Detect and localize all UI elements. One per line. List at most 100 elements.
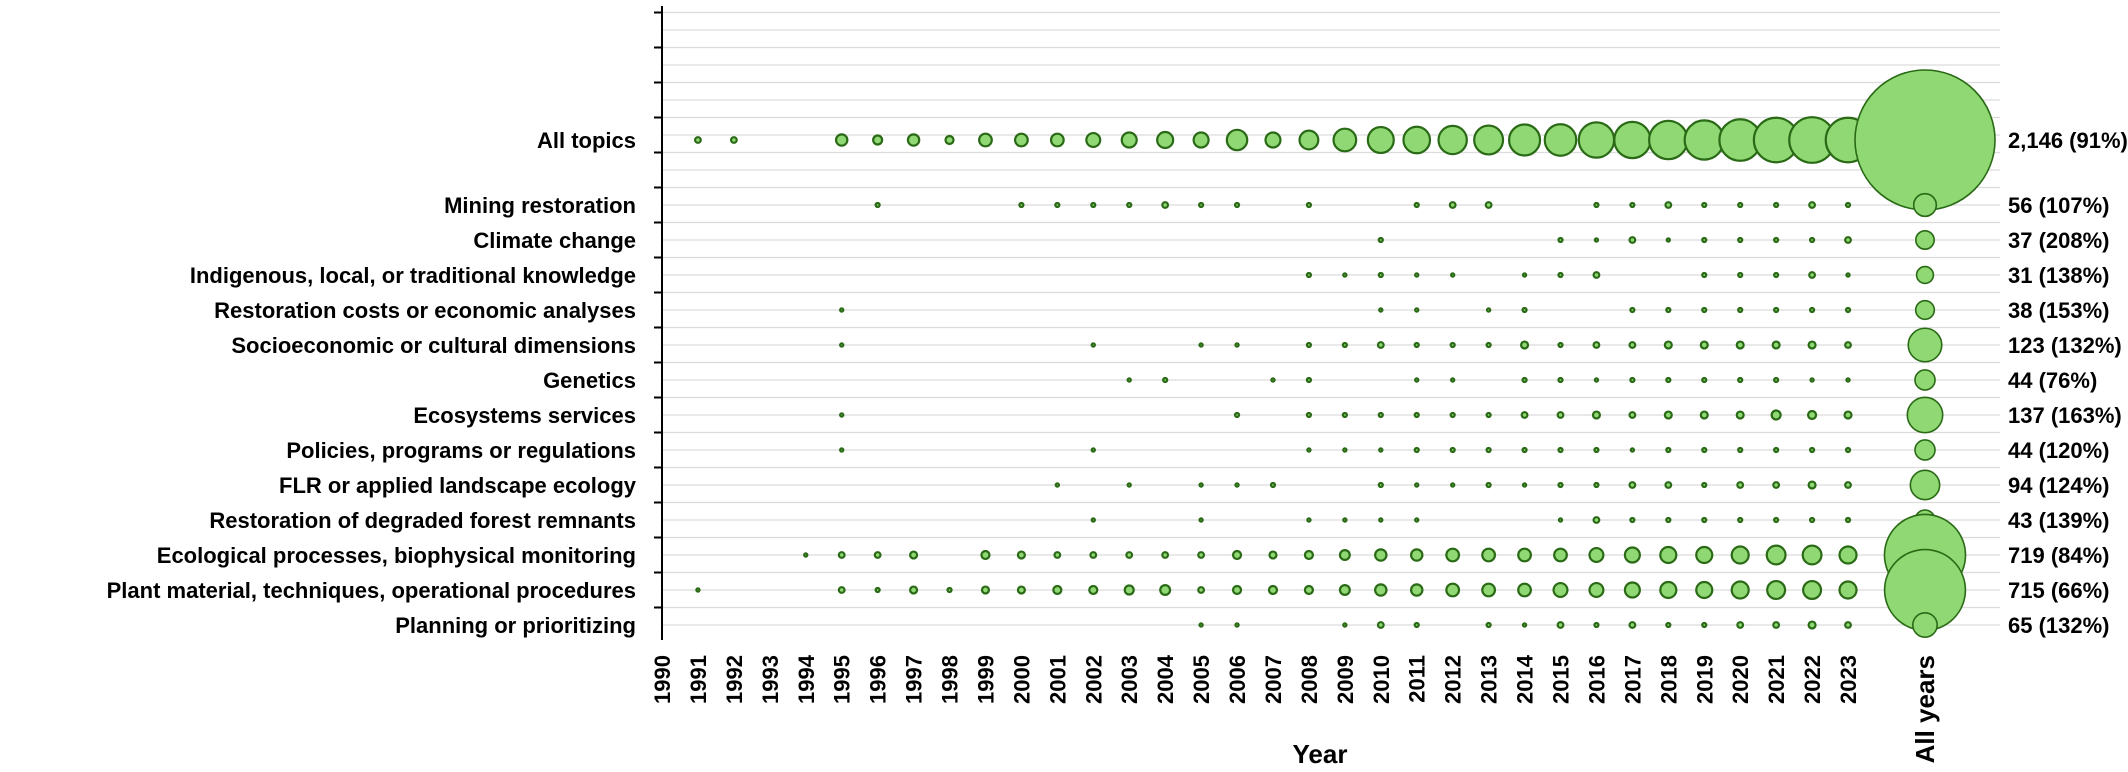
bubble — [1553, 547, 1568, 563]
all-years-bubble — [1906, 396, 1944, 434]
row-label: Restoration of degraded forest remnants — [209, 508, 636, 533]
all-years-bubble — [1909, 469, 1941, 501]
bubble — [1338, 548, 1351, 561]
bubble — [1123, 584, 1135, 596]
bubble — [1445, 547, 1461, 563]
row-label: FLR or applied landscape ecology — [279, 473, 637, 498]
bubble — [1342, 517, 1348, 523]
bubble — [1843, 410, 1853, 420]
bubble — [1414, 272, 1420, 278]
bubble — [1305, 271, 1313, 279]
bubble — [1306, 447, 1312, 453]
row-label: Socioeconomic or cultural dimensions — [231, 333, 636, 358]
bubble — [695, 587, 701, 593]
bubble — [1844, 236, 1852, 244]
bubble — [1414, 482, 1420, 488]
bubble — [694, 136, 702, 144]
bubble — [1664, 481, 1673, 489]
bubble — [1268, 550, 1278, 560]
x-tick-label: 1995 — [830, 655, 855, 704]
bubbles — [694, 69, 1996, 638]
bubble — [1588, 546, 1605, 564]
row-total: 715 (66%) — [2008, 578, 2110, 603]
bubble — [1802, 579, 1823, 601]
bubble — [1683, 119, 1725, 161]
bubble — [1737, 236, 1744, 244]
bubble — [1628, 341, 1637, 349]
bubble — [1270, 377, 1276, 383]
bubble — [1156, 130, 1175, 150]
bubble — [1838, 580, 1858, 600]
bubble — [1484, 201, 1493, 209]
bubble — [1552, 581, 1569, 599]
bubble — [1773, 236, 1780, 244]
x-tick-label: 1997 — [902, 655, 927, 704]
bubble — [906, 133, 921, 147]
bubble — [1090, 447, 1096, 453]
bubble — [1448, 201, 1457, 209]
bubble — [1844, 306, 1852, 314]
x-tick-label: 2015 — [1549, 655, 1574, 704]
gridlines — [662, 11, 2000, 626]
bubble — [1845, 377, 1851, 383]
x-tick-label: 1991 — [686, 655, 711, 704]
bubble — [1162, 376, 1169, 384]
x-tick-label: 1994 — [794, 654, 819, 704]
bubble — [946, 586, 953, 594]
row-total: 2,146 (91%) — [2008, 128, 2128, 153]
bubble — [839, 307, 845, 313]
bubble — [1557, 517, 1564, 523]
bubble — [1332, 127, 1358, 153]
bubble — [1303, 584, 1315, 596]
row-total: 719 (84%) — [2008, 543, 2110, 568]
bubble — [1016, 585, 1026, 595]
bubble — [1593, 201, 1600, 209]
row-label: Plant material, techniques, operational … — [107, 578, 636, 603]
row-total: 56 (107%) — [2008, 193, 2110, 218]
bubble — [1629, 516, 1636, 524]
x-tick-label: 2008 — [1297, 655, 1322, 704]
bubble — [1090, 342, 1096, 348]
bubble — [1197, 586, 1206, 594]
bubble — [1588, 581, 1605, 599]
bubble — [1699, 410, 1709, 420]
x-tick-label: 2001 — [1045, 655, 1070, 704]
x-tick-labels: 1990 1991 1992 1993 1994 1995 1996 1997 1998 1999… — [650, 654, 1940, 763]
bubble — [1018, 201, 1025, 209]
bubble — [1557, 341, 1564, 349]
bubble — [1737, 516, 1744, 524]
bubble — [1413, 201, 1420, 209]
bubble — [873, 551, 882, 559]
bubble — [1808, 271, 1817, 279]
bubble — [1413, 446, 1420, 454]
bubble — [1838, 545, 1858, 565]
bubble — [1773, 516, 1780, 524]
bubble — [1737, 201, 1744, 209]
bubble — [1844, 341, 1852, 349]
bubble — [1628, 236, 1637, 244]
bubble — [1374, 583, 1388, 597]
bubble — [1663, 340, 1673, 350]
bubble — [1378, 307, 1384, 313]
row-label: Ecological processes, biophysical monito… — [157, 543, 636, 568]
bubble — [980, 585, 991, 595]
bubble — [1809, 377, 1815, 383]
bubble — [1701, 376, 1708, 384]
bubble — [1449, 446, 1456, 454]
bubble — [1521, 306, 1528, 314]
bubble — [803, 552, 809, 558]
bubble — [1054, 482, 1061, 488]
bubble — [1807, 620, 1817, 630]
bubble — [1054, 201, 1061, 209]
bubble — [1664, 201, 1673, 209]
bubble — [1449, 411, 1456, 419]
all-years-bubble — [1912, 612, 1938, 638]
all-years-bubble — [1915, 230, 1935, 250]
bubble — [1592, 341, 1601, 349]
bubble — [1377, 236, 1384, 244]
bubble — [1699, 340, 1709, 350]
bubble — [1303, 549, 1315, 561]
bubble — [1613, 120, 1652, 160]
bubble — [1377, 481, 1384, 489]
bubble — [1593, 621, 1600, 629]
